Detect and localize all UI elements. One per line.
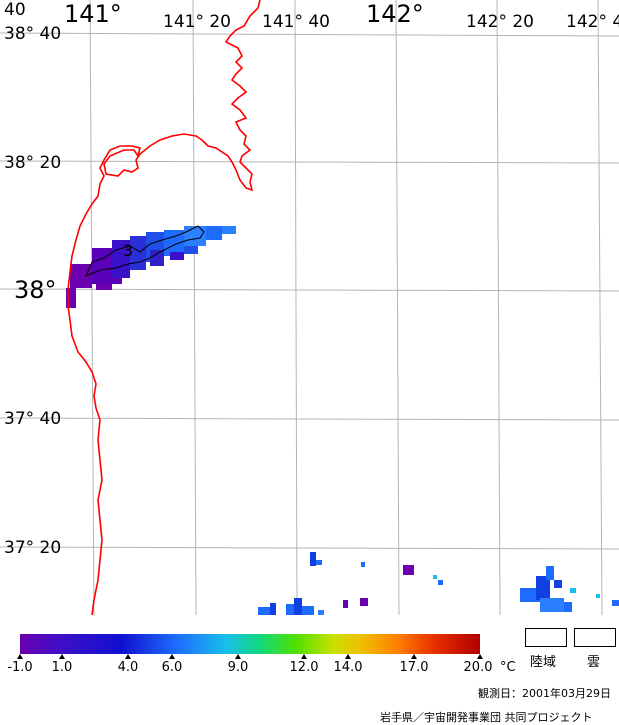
credit-text: 岩手県／宇宙開発事業団 共同プロジェクト [380,711,593,724]
cloud-legend-label: 雲 [587,655,601,670]
sst-pixel [596,594,600,598]
sst-pixel [302,606,314,615]
lon-label-141: 141° [64,0,122,28]
graticule [0,0,619,615]
sst-pixel [270,603,276,615]
colorbar-tick-label: 4.0 [117,660,139,675]
sst-pixel [286,604,294,615]
sst-pixel [546,566,554,580]
lon-label-edge: 40 [4,0,26,20]
sst-pixel [294,598,302,615]
grid-line-lat-38-40 [0,32,619,37]
contour-label: 3 [123,241,133,260]
lat-label-37-20: 37° 20 [4,538,62,558]
grid-line-lon-142-40 [597,0,603,615]
sst-pixel [438,580,443,585]
observation-date: 観測日：2001年03月29日 [478,687,611,700]
grid-line-lon-142-20 [496,0,501,615]
sst-pixel [66,288,76,308]
colorbar-tick [235,654,241,659]
sst-pixel [70,264,92,288]
sst-pixel [403,565,414,575]
sst-map: 3 [0,0,619,615]
colorbar-tick [301,654,307,659]
colorbar-tick-label: 6.0 [161,660,183,675]
sst-pixel [150,250,164,266]
grid-line-lat-38 [0,288,619,292]
lat-label-38-20: 38° 20 [4,153,62,173]
colorbar-tick-label: 20.0 [463,660,493,675]
colorbar-tick [59,654,65,659]
sst-pixel [433,575,437,579]
sst-pixel [343,600,348,608]
colorbar-tick-label: 9.0 [227,660,249,675]
sst-pixel [318,610,324,615]
colorbar-tick [411,654,417,659]
sst-pixel [184,226,206,246]
sst-pixel [564,602,572,612]
colorbar-tick [345,654,351,659]
lon-label-142-20: 142° 20 [466,12,534,32]
sst-pixel [170,252,184,260]
grid-line-lat-38-20 [0,160,619,164]
colorbar-tick-label: 12.0 [289,660,319,675]
sst-pixel [184,246,198,254]
land-legend-swatch [525,628,567,647]
colorbar-unit: °C [500,660,516,675]
sst-pixel [570,588,576,593]
lat-label-38: 38° [14,276,57,304]
sst-scattered-pixels [258,552,619,615]
colorbar-tick-label: 17.0 [399,660,429,675]
sst-pixel [540,598,564,612]
sst-pixel [206,226,222,240]
colorbar-tick [125,654,131,659]
land-legend-label: 陸域 [530,655,557,670]
lat-label-38-40: 38° 40 [4,24,62,44]
colorbar-tick [17,654,23,659]
grid-line-lon-141-40 [294,0,298,615]
coastline [67,0,261,615]
sst-pixel [520,588,540,602]
sst-pixel [612,600,619,606]
lon-label-141-40: 141° 40 [262,12,330,32]
grid-line-lat-37-20 [0,546,619,550]
lon-label-142: 142° [366,0,424,28]
sst-pixel [554,580,562,588]
colorbar-tick-label: 1.0 [51,660,73,675]
sst-pixel [96,284,112,290]
sst-pixel [310,552,316,566]
grid-line-lon-142 [395,0,400,615]
lat-label-37-40: 37° 40 [4,409,62,429]
colorbar-tick-label: 14.0 [333,660,363,675]
cloud-legend-swatch [574,628,616,647]
grid-line-lat-37-40 [0,417,619,421]
sst-pixel [360,598,368,606]
sst-pixel [222,226,236,234]
grid-line-lon-141 [89,0,95,615]
sst-pixel [536,576,550,600]
grid-line-lon-141-20 [192,0,197,615]
contour-line [85,225,205,277]
sst-plume [66,226,236,308]
lon-label-142-40: 142° 4 [566,12,619,32]
sst-pixel [258,607,270,615]
colorbar-tick [477,654,483,659]
colorbar-tick [169,654,175,659]
sst-pixel [316,560,322,565]
sst-pixel [361,562,365,567]
sst-pixel [164,230,184,256]
lon-label-141-20: 141° 20 [163,12,231,32]
colorbar-tick-label: -1.0 [7,660,33,675]
temperature-colorbar [20,634,480,654]
